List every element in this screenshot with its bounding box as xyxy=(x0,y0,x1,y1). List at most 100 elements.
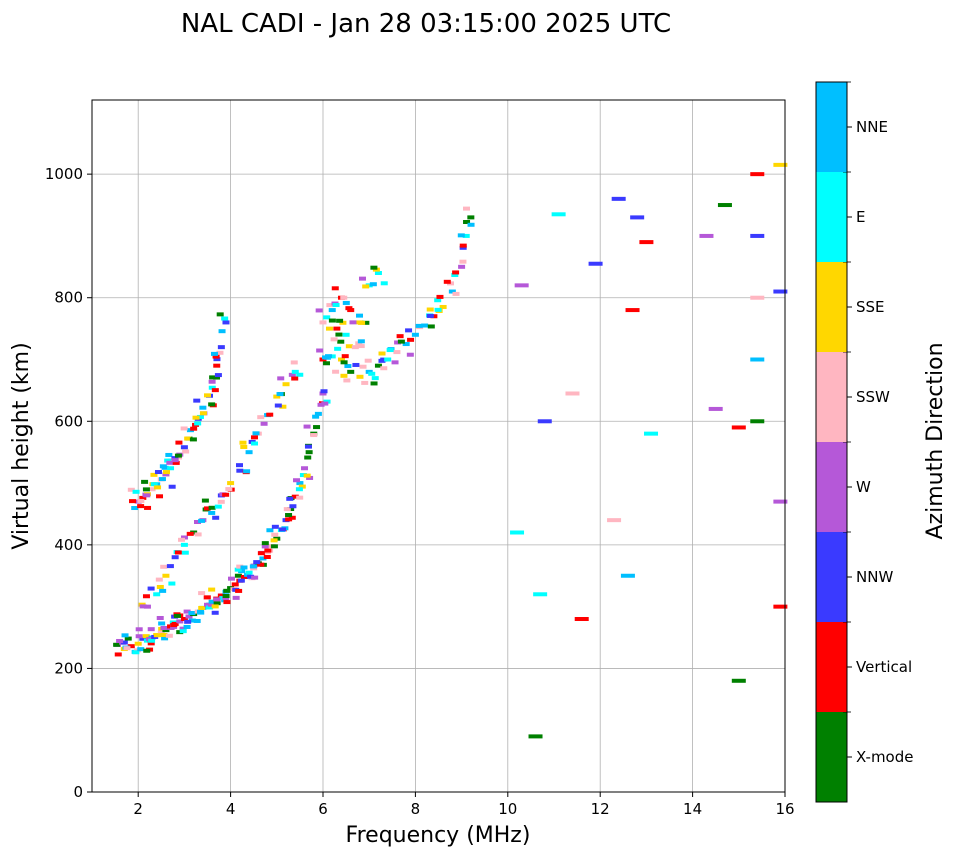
x-tick-label: 10 xyxy=(498,800,517,818)
data-point xyxy=(190,426,198,431)
data-point xyxy=(132,489,140,494)
data-point xyxy=(180,445,188,450)
colorbar-entry-label: E xyxy=(856,208,865,226)
data-point xyxy=(467,215,475,220)
data-point xyxy=(343,378,351,383)
data-point xyxy=(374,271,382,275)
data-point xyxy=(296,481,304,486)
data-point xyxy=(285,517,293,522)
data-point xyxy=(142,634,150,639)
data-point xyxy=(260,421,268,426)
data-point xyxy=(234,567,242,572)
data-point xyxy=(430,314,438,319)
data-point xyxy=(322,355,330,360)
data-point xyxy=(607,518,622,523)
data-point xyxy=(212,515,220,520)
data-point xyxy=(175,440,183,445)
data-point xyxy=(181,550,189,555)
data-point xyxy=(301,466,309,471)
data-point xyxy=(773,499,788,504)
data-point xyxy=(380,281,388,286)
data-point xyxy=(150,472,158,477)
data-point xyxy=(236,564,244,569)
data-point xyxy=(123,646,131,651)
data-point xyxy=(168,581,176,586)
data-point xyxy=(192,415,200,420)
data-point xyxy=(120,640,128,645)
data-point xyxy=(250,441,258,446)
data-point xyxy=(121,633,129,638)
data-point xyxy=(336,318,344,323)
data-point xyxy=(333,326,341,331)
colorbar-entry-label: W xyxy=(856,478,871,496)
data-point xyxy=(208,379,216,384)
data-point xyxy=(731,678,746,683)
data-point xyxy=(588,261,603,266)
data-point xyxy=(222,320,230,325)
data-point xyxy=(328,354,336,359)
data-point xyxy=(243,469,251,474)
data-point xyxy=(160,632,168,637)
plot-frame xyxy=(91,99,786,793)
data-point xyxy=(171,555,179,560)
data-point xyxy=(750,295,765,300)
data-point xyxy=(171,456,179,461)
data-point xyxy=(319,320,327,325)
data-point xyxy=(208,599,216,604)
data-point xyxy=(139,636,147,641)
data-point xyxy=(148,487,156,492)
data-point xyxy=(313,425,321,430)
data-point xyxy=(286,496,294,501)
data-point xyxy=(167,458,175,463)
data-point xyxy=(148,638,156,643)
data-point xyxy=(129,499,137,504)
x-tick-label: 12 xyxy=(591,800,610,818)
data-point xyxy=(457,233,465,238)
colorbar-entry-label: SSE xyxy=(856,298,885,316)
data-point xyxy=(347,369,355,374)
data-point xyxy=(320,389,328,394)
data-point xyxy=(253,560,261,565)
data-point xyxy=(293,478,301,483)
data-point xyxy=(357,339,365,344)
data-point xyxy=(337,339,345,344)
data-point xyxy=(196,414,204,419)
data-point xyxy=(463,219,471,224)
data-point xyxy=(201,498,209,503)
data-point xyxy=(211,610,219,615)
data-point xyxy=(154,470,162,475)
data-point xyxy=(223,588,231,593)
data-point xyxy=(249,564,257,569)
data-point xyxy=(351,345,359,350)
data-point xyxy=(208,505,216,510)
data-point xyxy=(393,350,401,355)
data-point xyxy=(240,565,248,570)
colorbar-entry-label: NNW xyxy=(856,568,893,586)
data-point xyxy=(276,392,284,397)
data-point xyxy=(179,626,187,631)
data-point xyxy=(448,289,456,294)
data-point xyxy=(137,647,145,652)
data-point xyxy=(321,401,329,406)
data-point xyxy=(208,510,216,515)
data-point xyxy=(185,614,193,619)
data-point xyxy=(176,619,184,624)
data-point xyxy=(213,363,221,368)
data-point xyxy=(421,323,429,328)
data-point xyxy=(156,615,164,620)
data-point xyxy=(326,303,334,308)
data-point xyxy=(114,652,122,657)
data-point xyxy=(277,376,285,381)
data-point xyxy=(142,487,150,492)
data-point xyxy=(314,411,322,416)
data-point xyxy=(171,458,179,463)
data-point xyxy=(247,574,255,579)
data-point xyxy=(374,363,382,368)
colorbar-frame xyxy=(815,81,848,803)
data-point xyxy=(296,495,304,500)
data-point xyxy=(225,487,233,492)
colorbar-entry-label: SSW xyxy=(856,388,890,406)
data-point xyxy=(259,556,267,561)
data-point xyxy=(154,485,162,490)
data-point xyxy=(165,452,173,457)
